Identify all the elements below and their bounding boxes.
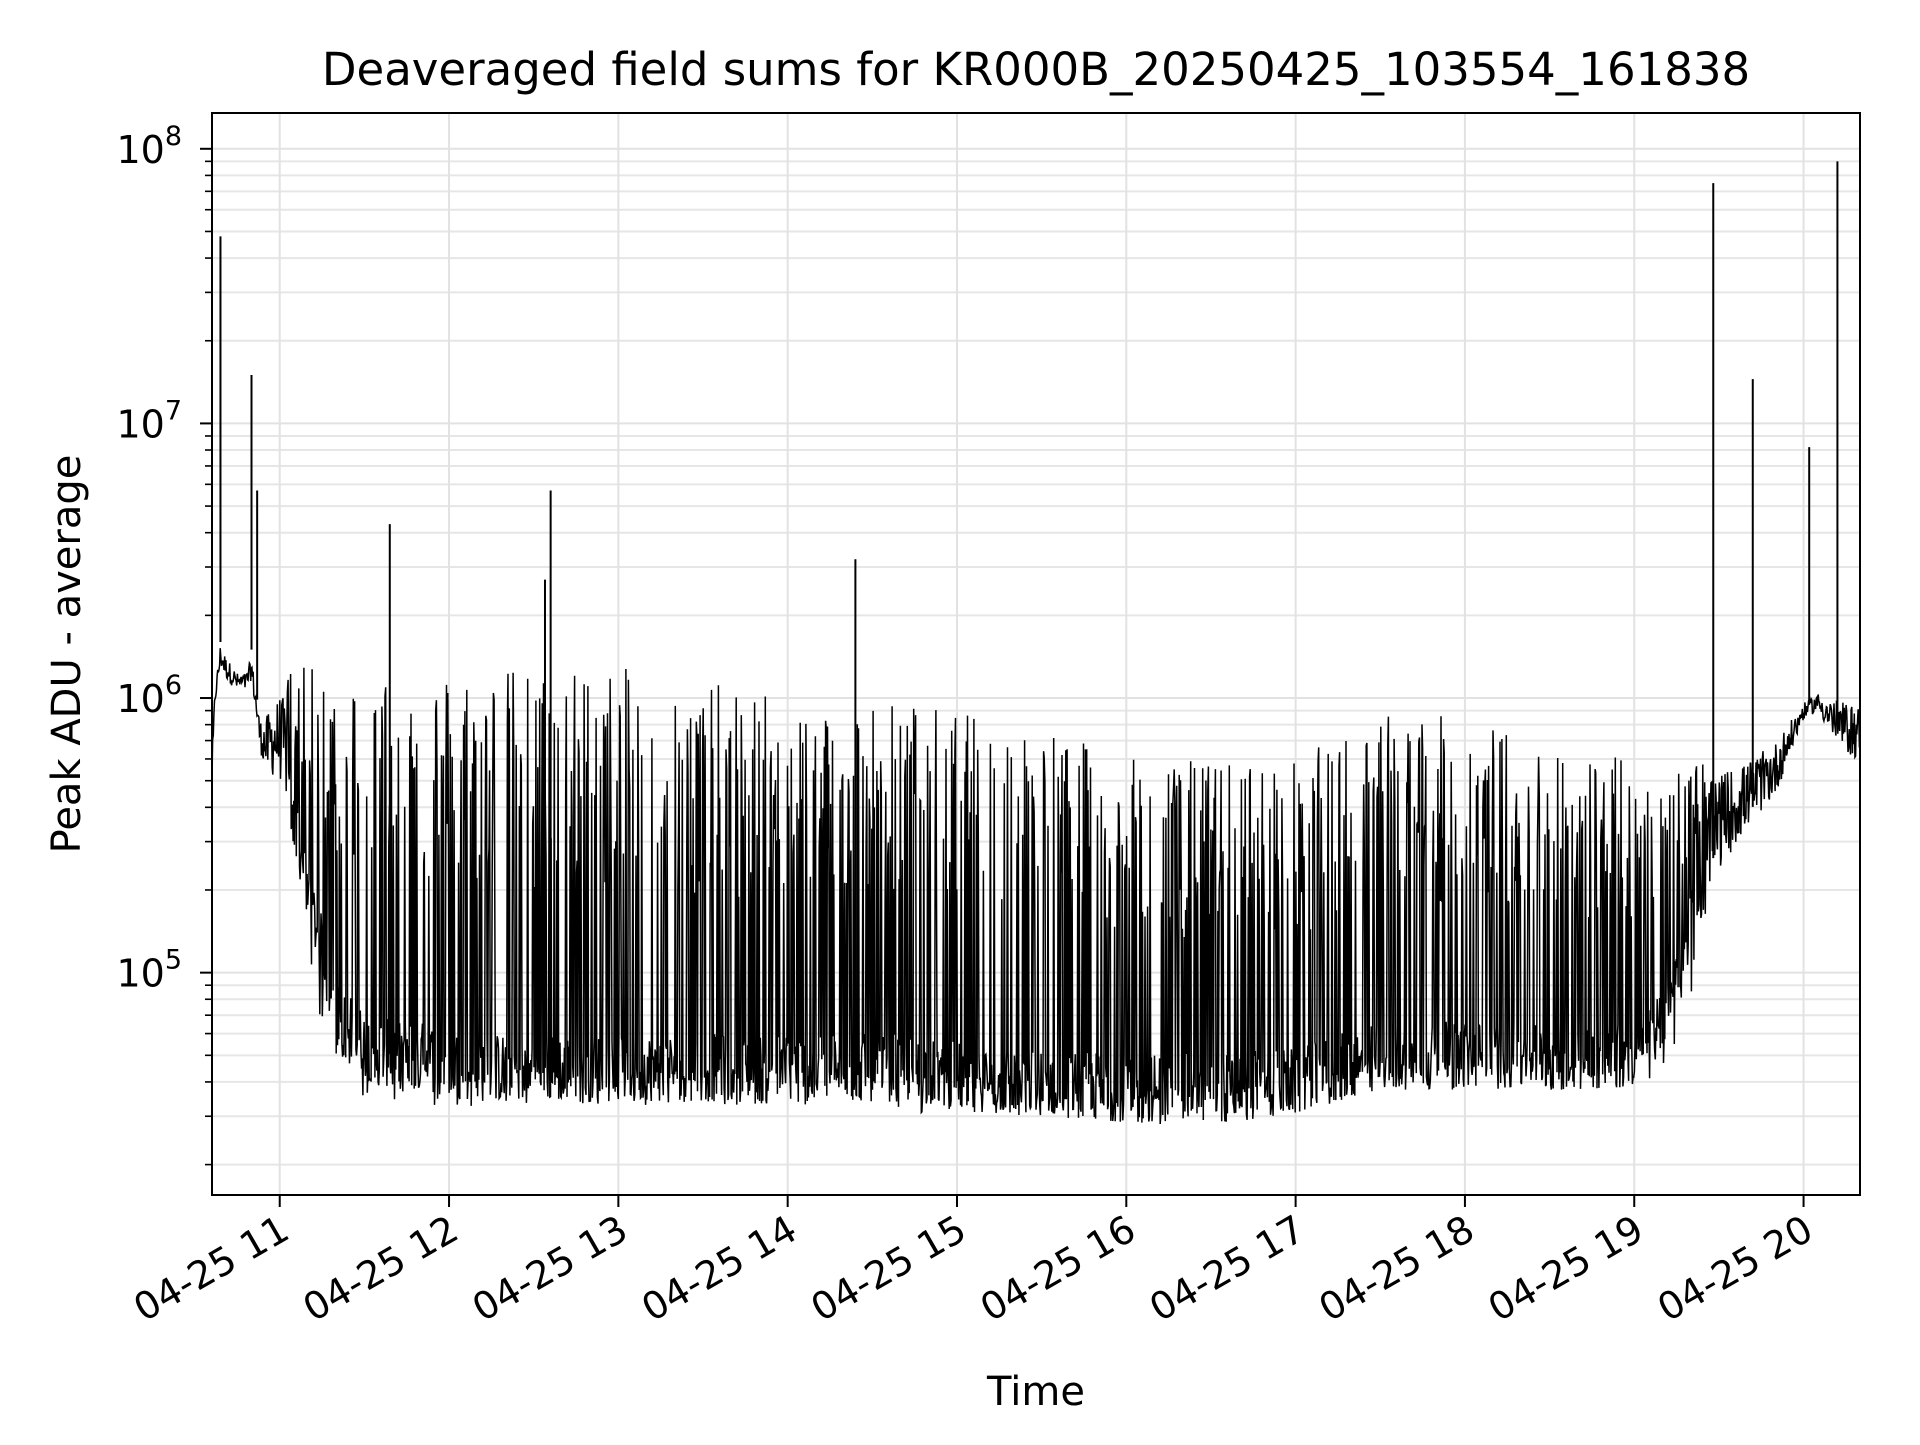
y-tick-label: 106 [116, 670, 182, 721]
x-axis-label: Time [986, 1369, 1085, 1415]
y-tick-label: 107 [116, 395, 182, 446]
y-axis-label: Peak ADU - average [44, 455, 90, 854]
chart-title: Deaveraged field sums for KR000B_2025042… [322, 43, 1750, 96]
series-layer [211, 161, 1861, 1125]
plot-frame [211, 112, 1861, 1196]
y-tick-label: 105 [116, 945, 182, 996]
y-tick-label: 108 [116, 121, 182, 172]
series-line [211, 648, 1861, 1125]
